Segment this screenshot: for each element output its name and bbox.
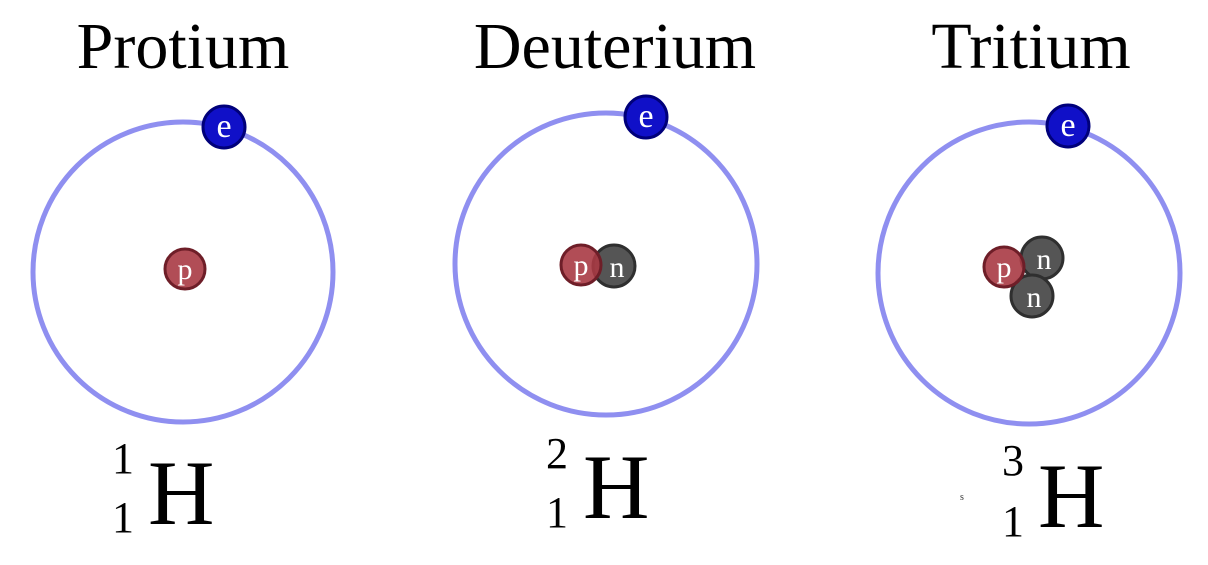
neutron-label: n [610,251,625,284]
protium-mass-number: 1 [112,434,134,483]
deuterium-atomic-number: 1 [546,488,568,537]
protium-atomic-number: 1 [112,493,134,542]
protium-element-symbol: H [148,442,214,544]
electron-particle [623,94,669,140]
tritium-mass-number: 3 [1002,436,1024,485]
neutron-label: n [1027,281,1042,314]
protium-title: Protium [77,10,290,83]
tritium-orbit [875,119,1183,427]
protium-panel: Protium e p 1 1 H [30,10,336,544]
deuterium-orbit [452,110,760,418]
tritium-atomic-number: 1 [1002,497,1024,546]
proton-label: p [997,251,1012,284]
proton-particle [163,247,207,291]
deuterium-nucleus: p n [559,243,637,289]
electron-label: e [638,98,653,135]
neutron-label: n [1037,243,1052,276]
deuterium-symbol: 2 1 H [546,429,649,538]
protium-orbit [30,119,336,425]
tritium-panel: Tritium e p n n 3 1 H s [875,10,1183,547]
tritium-nucleus: p n n [982,235,1065,319]
protium-symbol: 1 1 H [112,434,214,544]
tritium-electron: e [1045,103,1091,149]
protium-nucleus: p [163,247,207,291]
deuterium-panel: Deuterium e p n 2 1 H [452,10,760,538]
neutron-particle [1009,273,1055,319]
proton-label: p [178,253,193,286]
electron-label: e [216,108,231,145]
deuterium-electron: e [623,94,669,140]
proton-particle [982,245,1026,289]
electron-particle [201,104,247,150]
deuterium-mass-number: 2 [546,429,568,478]
proton-label: p [574,249,589,282]
tritium-element-symbol: H [1038,445,1104,547]
tritium-title: Tritium [931,10,1130,83]
electron-label: e [1060,107,1075,144]
tritium-symbol: 3 1 H [1002,436,1104,547]
electron-particle [1045,103,1091,149]
deuterium-element-symbol: H [583,436,649,538]
stray-mark: s [960,492,964,503]
protium-electron: e [201,104,247,150]
proton-particle [559,243,603,287]
deuterium-title: Deuterium [474,10,756,83]
